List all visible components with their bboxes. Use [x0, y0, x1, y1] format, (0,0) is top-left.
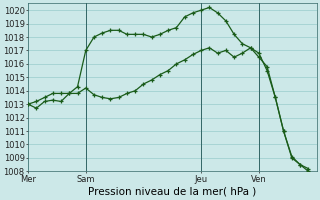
X-axis label: Pression niveau de la mer( hPa ): Pression niveau de la mer( hPa ): [88, 187, 256, 197]
